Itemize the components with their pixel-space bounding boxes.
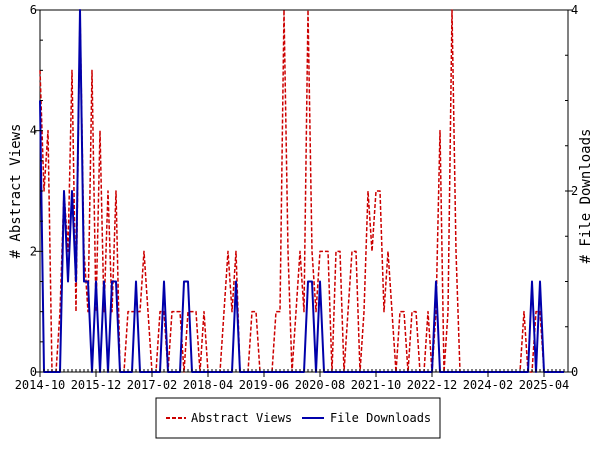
- legend-label-abstract-views: Abstract Views: [191, 411, 292, 425]
- y-right-tick-label: 2: [571, 184, 578, 198]
- legend-label-file-downloads: File Downloads: [330, 411, 431, 425]
- legend-box: [155, 397, 441, 439]
- series-layer: [39, 9, 564, 373]
- x-tick-label: 2025-04: [519, 378, 570, 392]
- x-tick-label: 2015-12: [71, 378, 122, 392]
- x-tick-label: 2017-02: [127, 378, 178, 392]
- x-tick-label: 2022-12: [407, 378, 458, 392]
- x-tick-label: 2014-10: [15, 378, 66, 392]
- legend: Abstract Views File Downloads: [155, 397, 441, 439]
- y-left-tick-label: 2: [30, 244, 37, 258]
- x-tick-label: 2021-10: [351, 378, 402, 392]
- x-tick-label: 2024-02: [463, 378, 514, 392]
- x-tick-label: 2018-04: [183, 378, 234, 392]
- y-left-axis-title: # Abstract Views: [8, 124, 24, 259]
- x-tick-label: 2019-06: [239, 378, 290, 392]
- y-right-tick-label: 4: [571, 3, 578, 17]
- y-left-tick-label: 6: [30, 3, 37, 17]
- axis-layer: 2014-10 2015-12 2017-02 2018-04 2019-06 2020-…: [15, 3, 579, 392]
- series-line-file-downloads: [39, 9, 564, 373]
- x-tick-label: 2020-08: [295, 378, 346, 392]
- y-left-tick-label: 0: [30, 365, 37, 379]
- y-right-axis-title: # File Downloads: [578, 129, 594, 264]
- y-right-tick-label: 0: [571, 365, 578, 379]
- y-left-tick-label: 4: [30, 124, 37, 138]
